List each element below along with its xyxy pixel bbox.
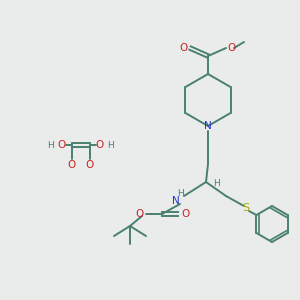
Text: O: O <box>181 209 189 219</box>
Text: H: H <box>46 140 53 149</box>
Text: N: N <box>172 196 180 206</box>
Text: O: O <box>228 43 236 53</box>
Text: H: H <box>213 178 219 188</box>
Text: O: O <box>57 140 65 150</box>
Text: S: S <box>242 203 250 213</box>
Text: H: H <box>177 190 183 199</box>
Text: O: O <box>180 43 188 53</box>
Text: H: H <box>108 140 114 149</box>
Text: O: O <box>86 160 94 170</box>
Text: O: O <box>68 160 76 170</box>
Text: O: O <box>136 209 144 219</box>
Text: O: O <box>96 140 104 150</box>
Text: N: N <box>204 121 212 131</box>
